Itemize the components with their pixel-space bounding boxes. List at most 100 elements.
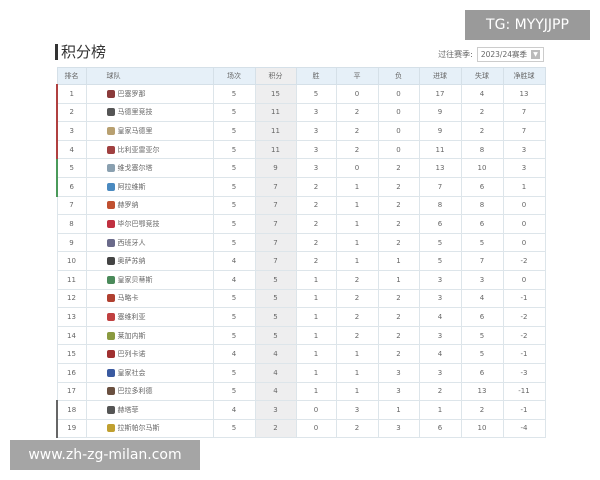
cell-team[interactable]: 皇家贝蒂斯 bbox=[85, 269, 214, 290]
cell-team[interactable]: 马略卡 bbox=[85, 288, 214, 309]
cell-text: 0 bbox=[396, 89, 401, 98]
cell-draws: 1 bbox=[335, 251, 379, 271]
table-row[interactable]: 15 巴列卡诺 4 4 1 1 2 4 5 -1 bbox=[56, 344, 546, 364]
cell-text: 皇家社会 bbox=[117, 368, 146, 377]
cell-team[interactable]: 巴塞罗那 bbox=[85, 84, 214, 104]
cell-rank: 15 bbox=[56, 344, 87, 364]
table-row[interactable]: 2 马德里竞技 5 11 3 2 0 9 2 7 bbox=[56, 102, 546, 123]
cell-text: 西班牙人 bbox=[117, 238, 146, 247]
cell-text: 2 bbox=[396, 182, 401, 191]
cell-team[interactable]: 维戈塞尔塔 bbox=[85, 158, 214, 178]
cell-team[interactable]: 巴列卡诺 bbox=[85, 344, 214, 364]
cell-wins: 5 bbox=[295, 84, 337, 104]
table-row[interactable]: 11 皇家贝蒂斯 4 5 1 2 1 3 3 0 bbox=[56, 269, 546, 290]
table-row[interactable]: 13 塞维利亚 5 5 1 2 2 4 6 -2 bbox=[56, 307, 546, 327]
cell-goal-diff: 13 bbox=[502, 84, 546, 104]
cell-rank: 2 bbox=[56, 102, 87, 123]
cell-text: 巴塞罗那 bbox=[117, 89, 146, 98]
cell-team[interactable]: 皇家社会 bbox=[85, 362, 214, 383]
cell-draws: 1 bbox=[335, 344, 379, 364]
table-row[interactable]: 18 赫塔菲 4 3 0 3 1 1 2 -1 bbox=[56, 400, 546, 420]
cell-draws: 1 bbox=[335, 381, 379, 402]
cell-team[interactable]: 西班牙人 bbox=[85, 232, 214, 253]
cell-rank: 17 bbox=[56, 381, 87, 402]
cell-text: 5 bbox=[231, 201, 237, 210]
page-title: 积分榜 bbox=[55, 44, 106, 60]
table-row[interactable]: 17 巴拉多利德 5 4 1 1 3 2 13 -11 bbox=[56, 381, 546, 402]
cell-team[interactable]: 比利亚雷亚尔 bbox=[85, 139, 214, 160]
table-row[interactable]: 12 马略卡 5 5 1 2 2 3 4 -1 bbox=[56, 288, 546, 309]
cell-goals-against: 5 bbox=[460, 344, 504, 364]
cell-text: 5 bbox=[313, 89, 319, 98]
table-row[interactable]: 4 比利亚雷亚尔 5 11 3 2 0 11 8 3 bbox=[56, 139, 546, 160]
cell-goals-against: 10 bbox=[460, 158, 504, 178]
cell-text: 11 bbox=[271, 126, 280, 135]
cell-text: 2 bbox=[354, 145, 360, 154]
cell-wins: 2 bbox=[295, 195, 337, 216]
table-row[interactable]: 6 阿拉维斯 5 7 2 1 2 7 6 1 bbox=[56, 176, 546, 197]
cell-team[interactable]: 赫罗纳 bbox=[85, 195, 214, 216]
cell-team[interactable]: 皇家马德里 bbox=[85, 121, 214, 141]
cell-text: 3 bbox=[437, 294, 443, 303]
cell-team[interactable]: 赫塔菲 bbox=[85, 400, 214, 420]
cell-losses: 2 bbox=[377, 232, 420, 253]
cell-text: 3 bbox=[69, 126, 74, 135]
cell-wins: 2 bbox=[295, 251, 337, 271]
cell-wins: 0 bbox=[295, 418, 337, 439]
cell-text: 5 bbox=[479, 350, 485, 359]
cell-text: -2 bbox=[520, 331, 528, 340]
season-dropdown[interactable]: 2023/24赛季 ▼ bbox=[476, 47, 544, 62]
team-badge-icon bbox=[106, 424, 115, 433]
cell-text: 皇家马德里 bbox=[117, 126, 153, 135]
team-badge-icon bbox=[106, 387, 115, 396]
season-value: 2023/24赛季 bbox=[480, 50, 527, 59]
cell-goals-against: 8 bbox=[460, 139, 504, 160]
cell-team[interactable]: 马德里竞技 bbox=[85, 102, 214, 123]
table-row[interactable]: 16 皇家社会 5 4 1 1 3 3 6 -3 bbox=[56, 362, 546, 383]
cell-goals-for: 9 bbox=[418, 121, 462, 141]
cell-losses: 1 bbox=[377, 251, 420, 271]
cell-points: 3 bbox=[254, 400, 297, 420]
cell-text: 7 bbox=[479, 257, 485, 266]
table-row[interactable]: 10 奥萨苏纳 4 7 2 1 1 5 7 -2 bbox=[56, 251, 546, 271]
cell-goals-against: 8 bbox=[460, 195, 504, 216]
cell-rank: 18 bbox=[56, 400, 87, 420]
header-draws: 平 bbox=[335, 67, 379, 85]
cell-points: 5 bbox=[254, 288, 297, 309]
cell-text: 7 bbox=[521, 126, 527, 135]
cell-team[interactable]: 莱加内斯 bbox=[85, 325, 214, 346]
cell-team[interactable]: 毕尔巴鄂竞技 bbox=[85, 214, 214, 234]
table-row[interactable]: 19 拉斯帕尔马斯 5 2 0 2 3 6 10 -4 bbox=[56, 418, 546, 439]
cell-text: 6 bbox=[437, 424, 443, 433]
cell-goal-diff: 3 bbox=[502, 139, 546, 160]
cell-text: 马德里竞技 bbox=[117, 108, 153, 117]
cell-text: 17 bbox=[67, 387, 76, 396]
table-row[interactable]: 14 莱加内斯 5 5 1 2 2 3 5 -2 bbox=[56, 325, 546, 346]
cell-text: 1 bbox=[354, 201, 360, 210]
cell-team[interactable]: 奥萨苏纳 bbox=[85, 251, 214, 271]
cell-losses: 2 bbox=[377, 288, 420, 309]
chevron-down-icon[interactable]: ▼ bbox=[531, 50, 540, 59]
header-points: 积分 bbox=[254, 67, 297, 85]
table-row[interactable]: 1 巴塞罗那 5 15 5 0 0 17 4 13 bbox=[56, 84, 546, 104]
watermark-site: www.zh-zg-milan.com bbox=[10, 440, 200, 470]
cell-team[interactable]: 巴拉多利德 bbox=[85, 381, 214, 402]
team-badge-icon bbox=[106, 350, 115, 359]
cell-draws: 2 bbox=[335, 102, 379, 123]
cell-text: 塞维利亚 bbox=[117, 312, 146, 321]
cell-text: 4 bbox=[231, 405, 237, 414]
cell-goals-for: 1 bbox=[418, 400, 462, 420]
header-goals-against: 失球 bbox=[460, 67, 504, 85]
cell-draws: 1 bbox=[335, 362, 379, 383]
table-row[interactable]: 8 毕尔巴鄂竞技 5 7 2 1 2 6 6 0 bbox=[56, 214, 546, 234]
table-row[interactable]: 7 赫罗纳 5 7 2 1 2 8 8 0 bbox=[56, 195, 546, 216]
cell-team[interactable]: 塞维利亚 bbox=[85, 307, 214, 327]
table-row[interactable]: 5 维戈塞尔塔 5 9 3 0 2 13 10 3 bbox=[56, 158, 546, 178]
cell-team[interactable]: 阿拉维斯 bbox=[85, 176, 214, 197]
table-row[interactable]: 9 西班牙人 5 7 2 1 2 5 5 0 bbox=[56, 232, 546, 253]
cell-text: 比利亚雷亚尔 bbox=[117, 145, 160, 154]
cell-team[interactable]: 拉斯帕尔马斯 bbox=[85, 418, 214, 439]
cell-goals-for: 4 bbox=[418, 307, 462, 327]
table-row[interactable]: 3 皇家马德里 5 11 3 2 0 9 2 7 bbox=[56, 121, 546, 141]
cell-wins: 3 bbox=[295, 158, 337, 178]
